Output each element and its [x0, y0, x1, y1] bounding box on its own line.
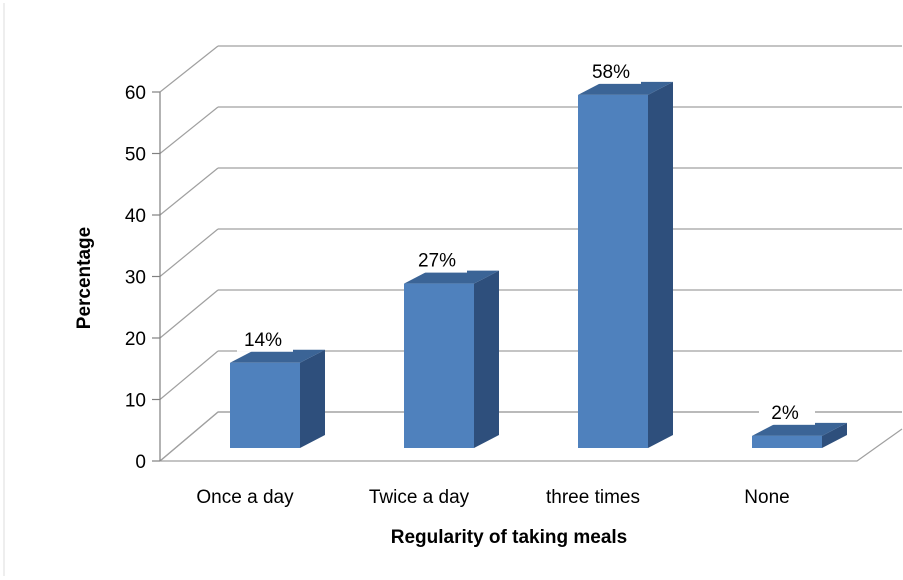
- grid-layer: [159, 45, 903, 462]
- y-tick-label: 30: [125, 268, 146, 289]
- bar-side: [474, 270, 499, 448]
- data-label-bg: [585, 55, 641, 84]
- data-label: 27%: [418, 251, 456, 272]
- labels-layer: 14% Once a day 27% Twice a day 58% three time…: [196, 55, 815, 508]
- y-tick-label: 50: [125, 145, 146, 166]
- x-tick-label: None: [744, 487, 789, 508]
- axis-layer: 0 10 20 30 40 50 60: [125, 83, 161, 473]
- y-tick-label: 20: [125, 329, 146, 350]
- bar-top: [578, 81, 673, 95]
- bar-side: [822, 422, 847, 448]
- bar-top: [230, 349, 325, 363]
- data-label-bg: [237, 323, 293, 352]
- x-tick-label: Twice a day: [369, 487, 470, 508]
- y-tick-label: 40: [125, 206, 146, 227]
- bar-top: [752, 422, 847, 436]
- data-label: 58%: [592, 62, 630, 83]
- bar: [404, 283, 474, 448]
- gridline-diagonal: [159, 106, 219, 154]
- floor-front-edge: [160, 428, 903, 462]
- bar-side: [648, 81, 673, 448]
- y-tick-label: 60: [125, 83, 146, 104]
- data-label: 14%: [244, 330, 282, 351]
- data-label-bg: [759, 396, 815, 425]
- bar: [578, 94, 648, 448]
- data-label-bg: [411, 244, 467, 273]
- gridline-diagonal: [159, 228, 219, 277]
- y-axis-title: Percentage: [74, 227, 95, 329]
- gridline-diagonal: [159, 167, 219, 216]
- bars-layer: [230, 81, 847, 448]
- y-tick-label: 10: [125, 391, 146, 412]
- bar: [230, 362, 300, 448]
- data-label: 2%: [771, 403, 799, 424]
- floor-back-edge: [159, 411, 902, 462]
- gridline-diagonal: [159, 289, 219, 339]
- gridline-diagonal: [159, 350, 219, 400]
- bar-top: [404, 270, 499, 284]
- y-tick-label: 0: [135, 452, 146, 473]
- x-tick-label: Once a day: [196, 487, 294, 508]
- bar: [752, 435, 822, 448]
- bar-side: [300, 349, 325, 448]
- gridline-diagonal: [159, 45, 219, 93]
- x-axis-title: Regularity of taking meals: [391, 527, 628, 548]
- x-tick-label: three times: [546, 487, 640, 508]
